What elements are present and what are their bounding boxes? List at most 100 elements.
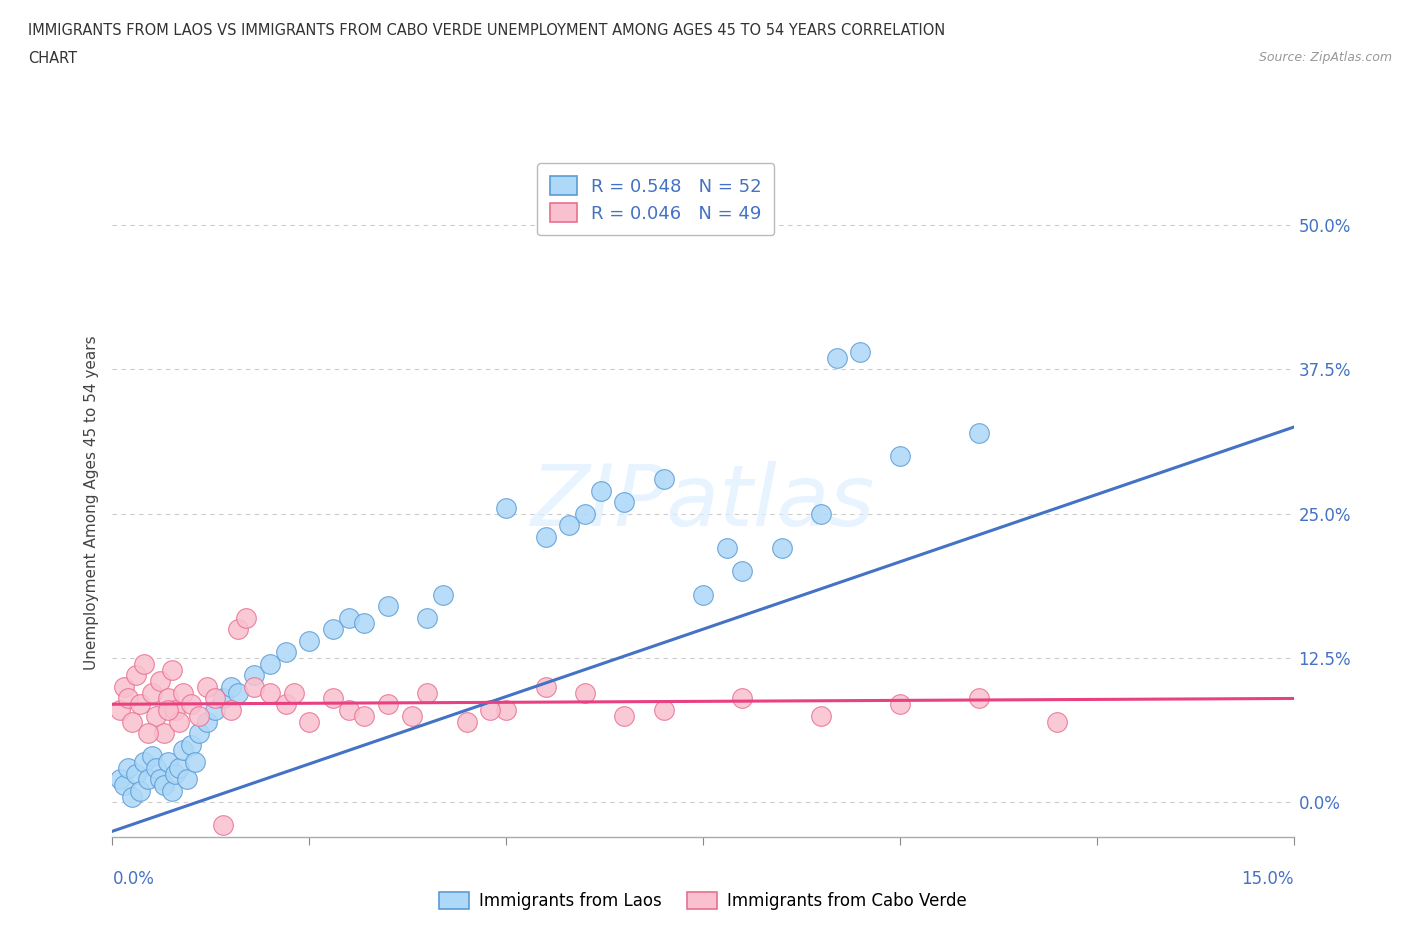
Point	[169, 714, 191, 729]
Text: IMMIGRANTS FROM LAOS VS IMMIGRANTS FROM CABO VERDE UNEMPLOYMENT AMONG AGES 45 TO: IMMIGRANTS FROM LAOS VS IMMIGRANTS FROM …	[28, 23, 945, 38]
Point	[180, 737, 202, 752]
Point	[136, 725, 159, 740]
Point	[495, 702, 517, 717]
Point	[456, 714, 478, 729]
Point	[298, 633, 321, 648]
Point	[176, 772, 198, 787]
Legend: Immigrants from Laos, Immigrants from Cabo Verde: Immigrants from Laos, Immigrants from Ca…	[433, 885, 973, 917]
Point	[889, 448, 911, 463]
Point	[172, 685, 194, 700]
Point	[479, 702, 502, 717]
Point	[716, 541, 738, 556]
Point	[132, 657, 155, 671]
Point	[259, 657, 281, 671]
Point	[169, 761, 191, 776]
Point	[534, 529, 557, 544]
Y-axis label: Unemployment Among Ages 45 to 54 years: Unemployment Among Ages 45 to 54 years	[83, 335, 98, 670]
Point	[149, 673, 172, 688]
Point	[432, 587, 454, 602]
Point	[967, 691, 990, 706]
Point	[204, 691, 226, 706]
Point	[416, 610, 439, 625]
Point	[211, 818, 233, 833]
Point	[810, 709, 832, 724]
Point	[416, 685, 439, 700]
Text: ZIPatlas: ZIPatlas	[531, 460, 875, 544]
Point	[180, 697, 202, 711]
Point	[337, 702, 360, 717]
Point	[889, 697, 911, 711]
Point	[188, 725, 211, 740]
Point	[589, 484, 612, 498]
Text: Source: ZipAtlas.com: Source: ZipAtlas.com	[1258, 51, 1392, 64]
Point	[165, 766, 187, 781]
Point	[652, 472, 675, 486]
Point	[574, 506, 596, 521]
Point	[145, 761, 167, 776]
Point	[156, 754, 179, 769]
Point	[112, 680, 135, 695]
Point	[613, 495, 636, 510]
Point	[136, 772, 159, 787]
Point	[149, 772, 172, 787]
Point	[825, 351, 848, 365]
Point	[337, 610, 360, 625]
Point	[1046, 714, 1069, 729]
Point	[125, 766, 148, 781]
Point	[117, 761, 139, 776]
Point	[141, 749, 163, 764]
Point	[558, 518, 581, 533]
Point	[110, 702, 132, 717]
Point	[534, 680, 557, 695]
Point	[172, 743, 194, 758]
Text: 15.0%: 15.0%	[1241, 870, 1294, 887]
Point	[274, 644, 297, 659]
Text: CHART: CHART	[28, 51, 77, 66]
Point	[322, 622, 344, 637]
Legend: R = 0.548   N = 52, R = 0.046   N = 49: R = 0.548 N = 52, R = 0.046 N = 49	[537, 163, 775, 235]
Point	[160, 783, 183, 798]
Point	[204, 702, 226, 717]
Point	[195, 680, 218, 695]
Point	[110, 772, 132, 787]
Point	[810, 506, 832, 521]
Point	[188, 709, 211, 724]
Point	[132, 754, 155, 769]
Point	[141, 685, 163, 700]
Point	[152, 777, 174, 792]
Point	[613, 709, 636, 724]
Point	[574, 685, 596, 700]
Point	[259, 685, 281, 700]
Point	[235, 610, 257, 625]
Point	[125, 668, 148, 683]
Point	[195, 714, 218, 729]
Point	[283, 685, 305, 700]
Point	[121, 714, 143, 729]
Point	[243, 680, 266, 695]
Point	[129, 697, 152, 711]
Point	[401, 709, 423, 724]
Point	[145, 709, 167, 724]
Point	[322, 691, 344, 706]
Point	[211, 691, 233, 706]
Point	[152, 725, 174, 740]
Point	[228, 685, 250, 700]
Point	[121, 790, 143, 804]
Point	[967, 426, 990, 441]
Point	[377, 599, 399, 614]
Text: 0.0%: 0.0%	[112, 870, 155, 887]
Point	[112, 777, 135, 792]
Point	[731, 564, 754, 578]
Point	[228, 622, 250, 637]
Point	[298, 714, 321, 729]
Point	[692, 587, 714, 602]
Point	[156, 702, 179, 717]
Point	[377, 697, 399, 711]
Point	[652, 702, 675, 717]
Point	[117, 691, 139, 706]
Point	[160, 662, 183, 677]
Point	[219, 680, 242, 695]
Point	[156, 691, 179, 706]
Point	[731, 691, 754, 706]
Point	[770, 541, 793, 556]
